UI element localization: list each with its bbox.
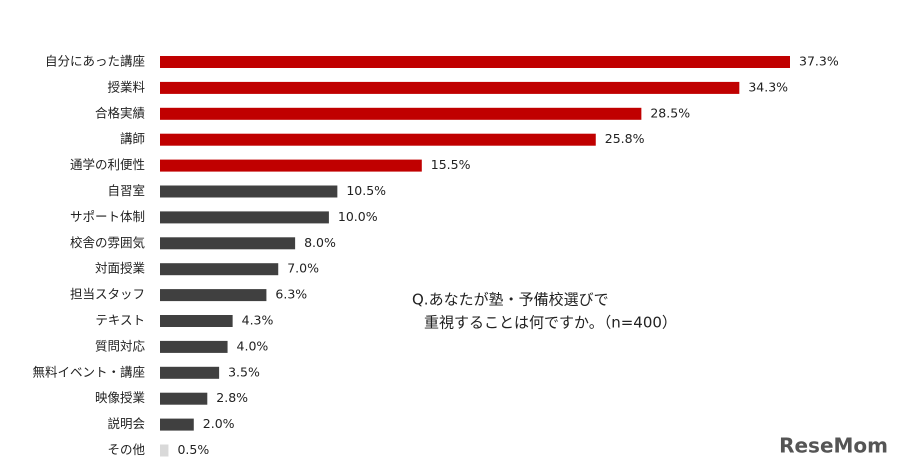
value-label: 10.5%	[346, 183, 386, 198]
value-label: 28.5%	[650, 105, 690, 120]
category-label: 質問対応	[95, 338, 146, 353]
bar	[160, 289, 267, 302]
category-label: テキスト	[95, 313, 145, 328]
bar	[160, 366, 220, 379]
value-label: 15.5%	[431, 157, 471, 172]
bar	[160, 263, 279, 276]
value-label: 2.8%	[216, 390, 248, 405]
value-label: 8.0%	[304, 235, 336, 250]
logo: ReseMom	[779, 434, 888, 458]
bar	[160, 315, 233, 327]
category-label: 担当スタッフ	[70, 287, 145, 302]
annotation: 重視することは何ですか。（n=400）	[424, 314, 677, 332]
bar	[160, 444, 169, 457]
bar	[160, 133, 596, 146]
value-label: 4.3%	[242, 313, 274, 328]
category-label: 校舎の雰囲気	[70, 235, 145, 250]
category-label: 合格実績	[95, 105, 145, 120]
bar	[160, 56, 790, 68]
value-label: 34.3%	[748, 79, 788, 94]
bar	[160, 81, 740, 94]
bar	[160, 237, 296, 250]
value-label: 10.0%	[338, 209, 378, 224]
category-label: その他	[107, 442, 145, 457]
category-label: 講師	[120, 131, 145, 146]
category-label: 対面授業	[95, 261, 146, 276]
bar	[160, 418, 194, 431]
value-label: 25.8%	[605, 131, 645, 146]
bar	[160, 159, 422, 172]
bar	[160, 392, 208, 405]
bar	[160, 340, 228, 353]
category-label: サポート体制	[70, 209, 145, 224]
annotation: Q.あなたが塾・予備校選びで	[412, 291, 609, 309]
category-label: 説明会	[107, 416, 145, 431]
value-label: 6.3%	[275, 287, 307, 302]
bar	[160, 107, 642, 120]
bar	[160, 211, 329, 224]
category-label: 無料イベント・講座	[32, 364, 145, 379]
value-label: 37.3%	[799, 54, 839, 69]
value-label: 2.0%	[203, 416, 235, 431]
value-label: 3.5%	[228, 364, 260, 379]
category-label: 自分にあった講座	[45, 54, 145, 69]
category-label: 授業料	[107, 79, 145, 94]
value-label: 7.0%	[287, 261, 319, 276]
category-label: 通学の利便性	[70, 157, 145, 172]
category-label: 映像授業	[95, 390, 146, 405]
value-label: 4.0%	[237, 338, 269, 353]
value-label: 0.5%	[177, 442, 209, 457]
category-label: 自習室	[107, 183, 145, 198]
bar	[160, 185, 338, 198]
